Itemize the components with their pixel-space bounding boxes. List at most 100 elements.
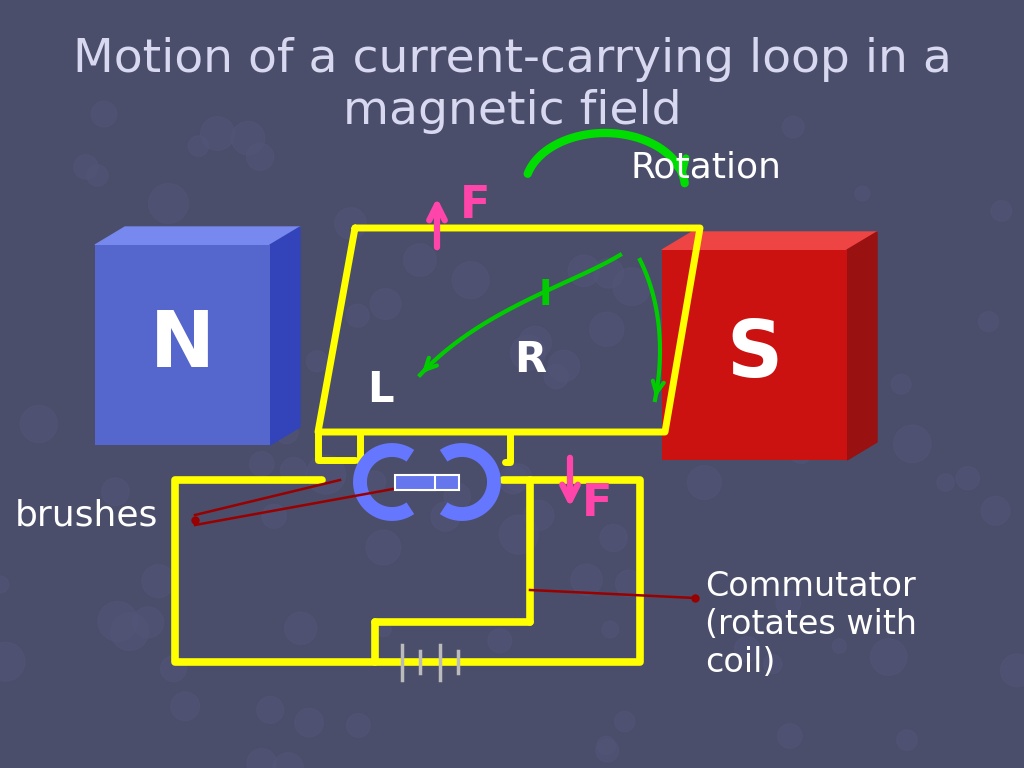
Circle shape xyxy=(613,268,650,306)
Circle shape xyxy=(839,386,871,419)
Circle shape xyxy=(734,637,760,662)
Circle shape xyxy=(790,441,812,463)
Circle shape xyxy=(377,622,391,637)
Circle shape xyxy=(600,525,627,551)
Circle shape xyxy=(594,258,624,288)
Circle shape xyxy=(171,692,200,720)
Text: F: F xyxy=(460,184,490,227)
Circle shape xyxy=(132,233,154,255)
Circle shape xyxy=(855,186,870,201)
Circle shape xyxy=(87,165,109,186)
Circle shape xyxy=(91,101,117,127)
Circle shape xyxy=(247,143,273,170)
Circle shape xyxy=(132,607,164,638)
Text: I: I xyxy=(539,278,552,312)
Circle shape xyxy=(524,500,554,531)
Circle shape xyxy=(499,465,527,494)
Circle shape xyxy=(142,564,175,598)
Circle shape xyxy=(257,697,284,723)
Circle shape xyxy=(833,639,847,654)
Text: Rotation: Rotation xyxy=(630,151,781,185)
Circle shape xyxy=(743,253,778,288)
Circle shape xyxy=(431,502,460,531)
Circle shape xyxy=(335,207,367,240)
Text: N: N xyxy=(150,307,215,383)
Polygon shape xyxy=(847,232,877,460)
Circle shape xyxy=(281,457,307,484)
Circle shape xyxy=(346,713,371,737)
Circle shape xyxy=(764,655,782,674)
Circle shape xyxy=(366,530,400,565)
Circle shape xyxy=(364,471,386,493)
Circle shape xyxy=(519,326,551,359)
Circle shape xyxy=(850,254,866,271)
Circle shape xyxy=(568,255,600,286)
Circle shape xyxy=(371,289,401,319)
Circle shape xyxy=(891,374,911,394)
Text: Commutator
(rotates with
coil): Commutator (rotates with coil) xyxy=(705,570,918,680)
Circle shape xyxy=(1000,654,1024,687)
Circle shape xyxy=(250,452,274,476)
Circle shape xyxy=(231,121,265,155)
Circle shape xyxy=(956,466,980,490)
Circle shape xyxy=(346,304,370,327)
Circle shape xyxy=(571,564,602,595)
Circle shape xyxy=(777,723,802,748)
Circle shape xyxy=(161,656,186,682)
Circle shape xyxy=(273,753,303,768)
Circle shape xyxy=(602,621,618,638)
Circle shape xyxy=(709,376,726,393)
Circle shape xyxy=(285,612,316,644)
Circle shape xyxy=(979,312,998,332)
Circle shape xyxy=(548,350,580,382)
Polygon shape xyxy=(95,227,300,245)
Circle shape xyxy=(499,515,539,554)
Circle shape xyxy=(247,749,276,768)
Circle shape xyxy=(937,474,954,492)
Text: F: F xyxy=(582,482,612,525)
Circle shape xyxy=(894,425,931,463)
Circle shape xyxy=(101,478,129,505)
Circle shape xyxy=(870,639,907,675)
Bar xyxy=(395,475,435,490)
Circle shape xyxy=(188,136,209,157)
Circle shape xyxy=(596,739,618,762)
Circle shape xyxy=(0,642,25,681)
Circle shape xyxy=(97,601,137,641)
Text: R: R xyxy=(514,339,546,381)
Circle shape xyxy=(201,117,234,151)
Circle shape xyxy=(658,313,690,344)
Circle shape xyxy=(487,629,512,653)
Circle shape xyxy=(544,365,568,389)
Circle shape xyxy=(687,465,721,499)
Circle shape xyxy=(615,570,642,597)
Circle shape xyxy=(715,238,730,253)
Circle shape xyxy=(981,496,1010,525)
Circle shape xyxy=(991,200,1012,221)
Circle shape xyxy=(403,243,436,276)
Text: brushes: brushes xyxy=(15,498,159,532)
Circle shape xyxy=(74,154,98,179)
Circle shape xyxy=(511,336,546,370)
Circle shape xyxy=(590,312,624,346)
Circle shape xyxy=(245,349,278,382)
Circle shape xyxy=(812,307,849,343)
Text: L: L xyxy=(367,369,393,411)
Circle shape xyxy=(897,730,918,750)
Text: S: S xyxy=(726,317,782,393)
Circle shape xyxy=(0,576,9,593)
Circle shape xyxy=(597,737,615,755)
Circle shape xyxy=(776,591,801,615)
Circle shape xyxy=(111,613,148,650)
Bar xyxy=(419,475,459,490)
Circle shape xyxy=(444,483,470,510)
Circle shape xyxy=(148,184,188,223)
Circle shape xyxy=(767,257,800,290)
Text: Motion of a current-carrying loop in a
magnetic field: Motion of a current-carrying loop in a m… xyxy=(73,37,951,134)
Circle shape xyxy=(295,708,324,737)
Circle shape xyxy=(700,383,738,421)
Circle shape xyxy=(453,262,489,299)
Circle shape xyxy=(275,421,298,444)
Circle shape xyxy=(20,406,57,442)
Circle shape xyxy=(782,116,804,138)
